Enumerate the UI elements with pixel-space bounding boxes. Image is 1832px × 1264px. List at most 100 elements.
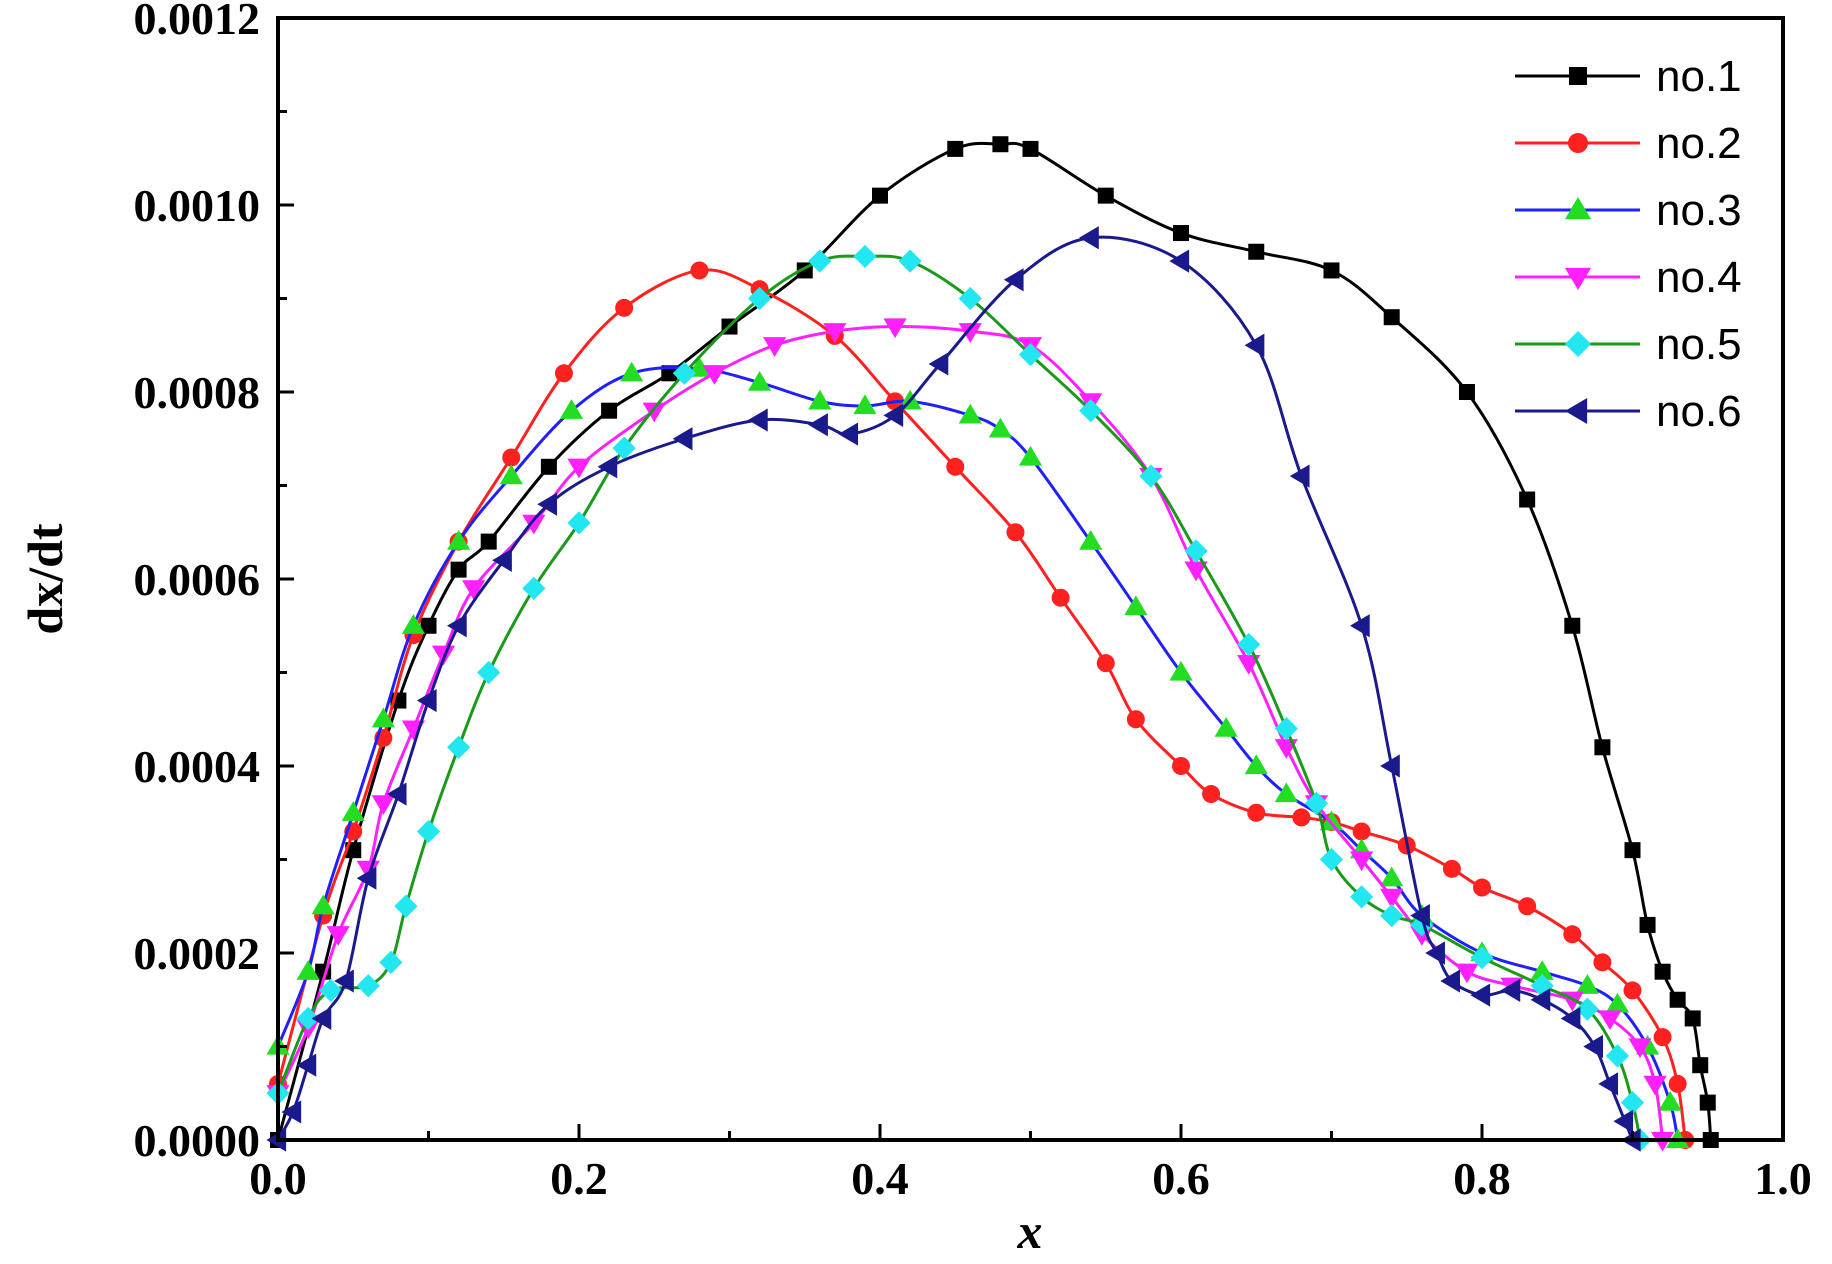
data-point xyxy=(450,561,467,578)
data-point xyxy=(1624,842,1641,859)
data-point xyxy=(1319,810,1344,831)
series-no5 xyxy=(266,244,1652,1152)
data-point xyxy=(1643,1075,1667,1096)
data-point xyxy=(1653,1028,1672,1047)
data-point xyxy=(1237,655,1261,675)
y-axis-title: dx/dt xyxy=(17,523,73,635)
data-point xyxy=(1500,978,1521,1002)
data-point xyxy=(1380,754,1400,778)
data-point xyxy=(1605,1044,1630,1068)
data-point xyxy=(1380,866,1404,887)
series-line xyxy=(276,141,1713,1141)
data-point xyxy=(838,422,859,446)
data-point xyxy=(1350,614,1370,638)
data-point xyxy=(1169,249,1190,273)
data-point xyxy=(492,548,512,572)
data-point xyxy=(522,514,546,535)
data-point xyxy=(1575,997,1599,1021)
data-point xyxy=(1173,225,1189,242)
data-point xyxy=(1319,847,1344,872)
data-point xyxy=(462,580,486,600)
data-point xyxy=(1169,660,1193,681)
data-point xyxy=(416,688,437,713)
data-point xyxy=(356,974,380,998)
data-point xyxy=(416,819,441,844)
legend-item: no.2 xyxy=(1515,119,1742,168)
legend-item: no.3 xyxy=(1515,186,1742,235)
data-point xyxy=(1699,1094,1716,1111)
data-point xyxy=(1097,187,1114,204)
data-point xyxy=(1594,739,1611,756)
x-tick-label: 0.4 xyxy=(851,1153,909,1204)
data-point xyxy=(1470,983,1491,1007)
data-point xyxy=(401,614,426,634)
x-tick-label: 0.0 xyxy=(249,1153,307,1204)
data-point xyxy=(522,576,546,600)
series-line xyxy=(276,325,1665,1141)
data-point xyxy=(567,458,591,479)
data-point xyxy=(1575,974,1599,994)
data-point xyxy=(808,249,832,273)
data-point xyxy=(1620,1091,1645,1115)
data-point xyxy=(1247,803,1266,822)
data-point xyxy=(1654,963,1671,980)
data-point xyxy=(1530,988,1551,1012)
legend-label: no.4 xyxy=(1656,253,1742,302)
series-layer xyxy=(266,136,1719,1152)
data-point xyxy=(898,249,922,273)
data-point xyxy=(1564,617,1581,634)
legend-marker xyxy=(1569,67,1587,85)
data-point xyxy=(1292,808,1311,827)
data-point xyxy=(808,413,828,437)
data-point xyxy=(1006,523,1025,542)
data-point xyxy=(1184,561,1208,582)
x-tick-label: 0.2 xyxy=(550,1153,608,1204)
data-point xyxy=(642,402,666,423)
legend-marker xyxy=(1568,133,1588,153)
data-point xyxy=(281,1100,302,1124)
series-no2 xyxy=(269,261,1695,1149)
data-point xyxy=(763,337,787,357)
data-point xyxy=(502,448,521,467)
data-point xyxy=(1613,1109,1634,1133)
data-point xyxy=(1530,960,1554,980)
data-point xyxy=(1126,710,1145,729)
data-point xyxy=(379,950,403,974)
data-point xyxy=(1051,588,1070,607)
y-tick-label: 0.0012 xyxy=(134,0,261,44)
data-point xyxy=(853,394,877,415)
data-point xyxy=(1563,925,1582,944)
data-point xyxy=(1244,333,1265,357)
data-point xyxy=(1022,140,1039,157)
data-point xyxy=(1350,885,1374,909)
legend-label: no.2 xyxy=(1656,119,1742,168)
data-point xyxy=(1583,1034,1603,1059)
data-point xyxy=(1473,878,1491,897)
series-line xyxy=(276,254,1642,1141)
data-point xyxy=(311,894,335,915)
data-point xyxy=(326,926,350,946)
data-point xyxy=(615,298,634,317)
data-point xyxy=(748,408,768,432)
data-point xyxy=(1096,654,1115,673)
data-point xyxy=(296,960,320,980)
series-no4 xyxy=(266,318,1675,1152)
data-point xyxy=(567,511,591,535)
data-point xyxy=(1639,916,1656,933)
legend-label: no.6 xyxy=(1656,387,1742,436)
data-point xyxy=(1560,1006,1581,1031)
x-axis-title: x xyxy=(1017,1203,1043,1259)
data-point xyxy=(1244,754,1268,775)
data-point xyxy=(1304,791,1329,815)
data-point xyxy=(1139,464,1163,488)
data-point xyxy=(1455,963,1479,984)
data-point xyxy=(499,464,523,485)
data-point xyxy=(1425,941,1445,965)
legend-label: no.5 xyxy=(1656,320,1742,369)
data-point xyxy=(1410,904,1430,928)
data-point xyxy=(1518,897,1537,916)
legend-label: no.1 xyxy=(1656,52,1742,101)
series-no6 xyxy=(266,226,1641,1152)
data-point xyxy=(319,978,343,1002)
